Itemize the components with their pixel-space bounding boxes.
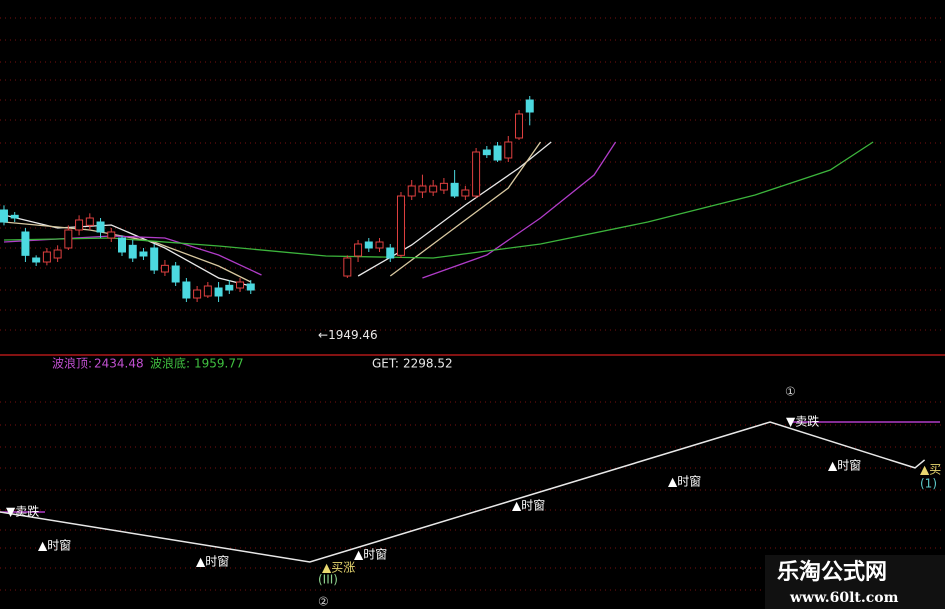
candle-body xyxy=(407,185,416,197)
candle-body xyxy=(214,287,223,297)
annotation: ▲买 xyxy=(920,463,941,477)
candle-body xyxy=(203,285,212,297)
candle-body xyxy=(343,257,352,277)
candle-body xyxy=(472,151,481,197)
wave-bottom-label: 波浪底: xyxy=(150,356,190,371)
candle-body xyxy=(375,241,384,249)
candle-body xyxy=(21,231,30,256)
candle-body xyxy=(0,209,8,223)
low-arrow: ← xyxy=(318,328,328,342)
get-label: GET: xyxy=(372,357,399,371)
candle-body xyxy=(525,99,534,113)
candle-body xyxy=(364,241,373,249)
annotation: ▲时窗 xyxy=(512,499,545,513)
annotation: (1) xyxy=(920,477,937,491)
candle-body xyxy=(150,247,159,271)
moving-average xyxy=(389,141,542,277)
moving-average xyxy=(3,141,874,259)
annotation: (III) xyxy=(318,573,338,587)
annotation: ▲买涨 xyxy=(322,560,355,575)
candle-body xyxy=(396,195,405,256)
candle-body xyxy=(236,281,245,289)
annotation: ▲时窗 xyxy=(668,475,701,489)
candle-body xyxy=(504,141,513,159)
candle-body xyxy=(386,247,395,259)
annotation: ① xyxy=(785,385,796,399)
get-value: 2298.52 xyxy=(403,357,453,371)
candle-body xyxy=(139,251,148,257)
annotation: ▼卖跌 xyxy=(786,414,819,429)
candle-body xyxy=(461,189,470,197)
watermark-box xyxy=(765,555,945,609)
watermark-url: www.60lt.com xyxy=(789,590,899,606)
candle-body xyxy=(439,182,448,191)
candle-body xyxy=(193,289,202,299)
candle-body xyxy=(160,264,169,273)
candle-body xyxy=(182,281,191,299)
low-value: 1949.46 xyxy=(328,328,378,342)
wave-top-label: 波浪顶: xyxy=(52,356,92,371)
moving-average xyxy=(422,141,617,279)
candle-body xyxy=(450,182,459,197)
candle-body xyxy=(107,231,116,239)
candle-body xyxy=(64,229,73,249)
annotation: ▲时窗 xyxy=(38,539,71,553)
candle-body xyxy=(493,145,502,161)
annotation: ▼卖跌 xyxy=(6,504,39,519)
candle-body xyxy=(85,217,94,226)
indicator-line xyxy=(0,421,926,563)
candle-body xyxy=(42,251,51,263)
annotation: ② xyxy=(318,595,329,609)
candle-body xyxy=(53,249,62,259)
candle-body xyxy=(128,244,137,259)
wave-bottom-value: 1959.77 xyxy=(194,357,244,371)
candle-body xyxy=(10,214,19,219)
candle-body xyxy=(96,221,105,233)
watermark-title: 乐淘公式网 xyxy=(777,559,887,585)
annotation: ▲时窗 xyxy=(828,459,861,473)
candle-body xyxy=(429,185,438,193)
candle-body xyxy=(75,219,84,231)
moving-average xyxy=(3,235,262,276)
low-marker: ←1949.46 xyxy=(318,328,378,342)
candle-body xyxy=(482,149,491,156)
wave-top-value: 2434.48 xyxy=(94,357,144,371)
candle-body xyxy=(225,284,234,291)
annotation: ▲时窗 xyxy=(354,548,387,562)
candle-body xyxy=(418,185,427,193)
candle-body xyxy=(118,237,127,253)
candle-body xyxy=(354,243,363,257)
candle-body xyxy=(246,283,255,291)
candle-body xyxy=(171,265,180,283)
candle-body xyxy=(515,113,524,139)
moving-average xyxy=(3,221,252,283)
annotation: ▲时窗 xyxy=(196,555,229,569)
candle-body xyxy=(32,257,41,263)
